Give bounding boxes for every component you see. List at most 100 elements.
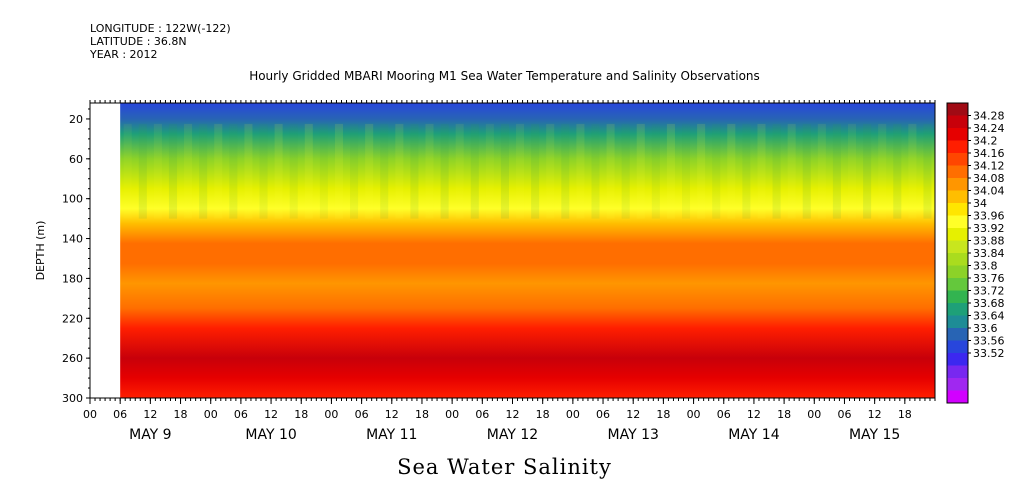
texture-band bbox=[470, 123, 479, 219]
colorbar-cell bbox=[947, 365, 968, 379]
texture-band bbox=[878, 123, 887, 219]
x-day-label: MAY 12 bbox=[487, 427, 538, 443]
y-axis-label: DEPTH (m) bbox=[34, 221, 47, 281]
texture-band bbox=[742, 123, 751, 219]
colorbar-tick-label: 33.68 bbox=[973, 297, 1005, 310]
colorbar-cell bbox=[947, 303, 968, 316]
texture-band bbox=[847, 123, 857, 219]
colorbar-cell bbox=[947, 253, 968, 266]
x-tick-label: 18 bbox=[415, 408, 429, 421]
colorbar-cell bbox=[947, 390, 968, 404]
texture-band bbox=[606, 123, 615, 219]
colorbar-cell bbox=[947, 153, 968, 166]
plot-area bbox=[89, 102, 936, 399]
colorbar-cell bbox=[947, 328, 968, 341]
texture-band bbox=[244, 123, 253, 219]
colorbar-tick-label: 33.72 bbox=[973, 285, 1005, 298]
y-tick-label: 300 bbox=[62, 392, 83, 405]
texture-band bbox=[153, 123, 162, 219]
x-tick-label: 06 bbox=[113, 408, 127, 421]
texture-band bbox=[712, 123, 721, 219]
x-tick-label: 12 bbox=[747, 408, 761, 421]
texture-band bbox=[289, 123, 298, 219]
texture-band bbox=[908, 123, 917, 219]
year-label: YEAR : 2012 bbox=[90, 48, 158, 61]
x-tick-label: 12 bbox=[385, 408, 399, 421]
colorbar-tick-label: 33.88 bbox=[973, 235, 1005, 248]
x-tick-label: 06 bbox=[837, 408, 851, 421]
salinity-field bbox=[120, 103, 935, 398]
x-tick-label: 00 bbox=[687, 408, 701, 421]
texture-band bbox=[500, 123, 509, 219]
x-tick-label: 06 bbox=[355, 408, 369, 421]
x-tick-label: 12 bbox=[868, 408, 882, 421]
x-tick-label: 18 bbox=[294, 408, 308, 421]
axes: 20 60 100 140 180 220 260 300 DEPTH (m) 00 06 12 18 0… bbox=[34, 100, 936, 443]
texture-band bbox=[576, 123, 585, 219]
x-day-label: MAY 13 bbox=[608, 427, 659, 443]
colorbar: 34.2834.2434.234.1634.1234.0834.043433.9… bbox=[946, 102, 1005, 404]
texture-band bbox=[772, 123, 781, 219]
texture-band bbox=[832, 123, 841, 219]
texture-band bbox=[546, 123, 555, 219]
x-day-label: MAY 10 bbox=[245, 427, 296, 443]
x-tick-label: 18 bbox=[898, 408, 912, 421]
texture-band bbox=[666, 123, 675, 219]
texture-band bbox=[319, 123, 328, 219]
colorbar-tick-label: 33.8 bbox=[973, 260, 998, 273]
texture-band bbox=[455, 123, 464, 219]
texture-band bbox=[168, 123, 178, 219]
colorbar-cell bbox=[947, 228, 968, 241]
variable-label: Sea Water Salinity bbox=[397, 455, 612, 479]
colorbar-cell bbox=[947, 290, 968, 304]
colorbar-cell bbox=[947, 128, 968, 141]
colorbar-tick-label: 34.24 bbox=[973, 122, 1005, 135]
colorbar-tick-label: 34.28 bbox=[973, 110, 1005, 123]
texture-band bbox=[199, 123, 208, 219]
texture-band bbox=[591, 123, 600, 219]
x-day-label: MAY 14 bbox=[728, 427, 779, 443]
x-tick-label: 06 bbox=[475, 408, 489, 421]
x-tick-label: 00 bbox=[566, 408, 580, 421]
texture-band bbox=[561, 123, 570, 219]
colorbar-tick-label: 34.2 bbox=[973, 135, 998, 148]
colorbar-tick-label: 34.08 bbox=[973, 172, 1005, 185]
texture-band bbox=[697, 123, 706, 219]
y-tick-label: 140 bbox=[62, 233, 83, 246]
colorbar-tick-label: 34.04 bbox=[973, 185, 1005, 198]
colorbar-cell bbox=[947, 353, 968, 366]
texture-band bbox=[380, 123, 389, 219]
y-tick-label: 260 bbox=[62, 352, 83, 365]
texture-band bbox=[395, 123, 404, 219]
texture-band bbox=[727, 123, 736, 219]
texture-band bbox=[214, 123, 223, 219]
colorbar-tick-label: 34 bbox=[973, 197, 987, 210]
x-tick-label: 12 bbox=[626, 408, 640, 421]
texture-band bbox=[682, 123, 691, 219]
latitude-label: LATITUDE : 36.8N bbox=[90, 35, 187, 48]
texture-band bbox=[863, 123, 872, 219]
colorbar-cell bbox=[947, 265, 968, 279]
colorbar-cell bbox=[947, 378, 968, 391]
texture-band bbox=[229, 123, 238, 219]
texture-band bbox=[365, 123, 374, 219]
x-tick-label: 06 bbox=[596, 408, 610, 421]
x-tick-label: 00 bbox=[807, 408, 821, 421]
x-tick-label: 00 bbox=[204, 408, 218, 421]
x-tick-label: 18 bbox=[656, 408, 670, 421]
x-tick-label: 06 bbox=[717, 408, 731, 421]
colorbar-cell bbox=[947, 115, 968, 129]
texture-band bbox=[138, 123, 147, 219]
x-tick-label: 00 bbox=[324, 408, 338, 421]
colorbar-cell bbox=[947, 240, 968, 254]
colorbar-cell bbox=[947, 203, 968, 216]
texture-band bbox=[184, 123, 193, 219]
texture-band bbox=[334, 123, 343, 219]
colorbar-cell bbox=[947, 140, 968, 154]
colorbar-tick-label: 33.52 bbox=[973, 347, 1005, 360]
texture-band bbox=[531, 123, 540, 219]
x-tick-label: 18 bbox=[777, 408, 791, 421]
texture-band bbox=[440, 123, 449, 219]
colorbar-cell bbox=[947, 315, 968, 329]
